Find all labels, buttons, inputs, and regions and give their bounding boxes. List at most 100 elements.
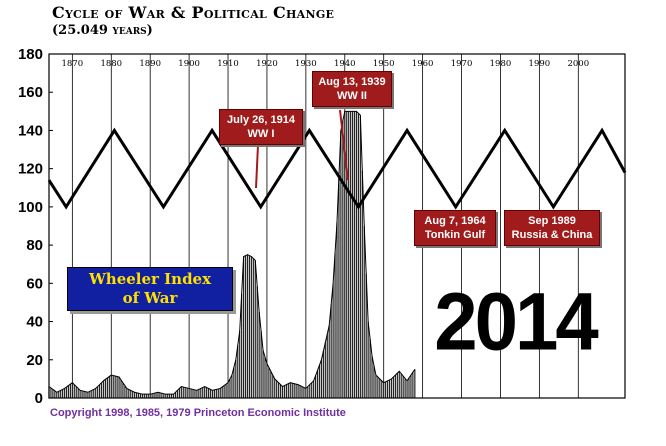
index-bar <box>149 394 151 398</box>
x-tick-label: 1890 <box>139 59 161 69</box>
index-bar <box>124 385 126 398</box>
index-bar <box>311 382 313 398</box>
index-bar <box>102 380 105 398</box>
index-bar <box>318 365 321 398</box>
x-tick-label: 1900 <box>178 59 200 69</box>
index-bar <box>100 382 103 398</box>
index-bar <box>56 392 58 398</box>
y-tick-label: 120 <box>18 161 43 178</box>
event-war: WW II <box>337 90 367 102</box>
index-bar <box>126 388 128 398</box>
index-bar <box>200 388 202 398</box>
index-bar <box>388 379 391 398</box>
index-bar <box>336 222 338 398</box>
index-bar <box>353 111 356 398</box>
event-label-ww2: Aug 13, 1939 WW II <box>312 71 392 107</box>
index-bar <box>237 345 239 398</box>
index-bar <box>180 386 182 398</box>
index-bar <box>334 252 336 398</box>
index-bar <box>141 394 144 398</box>
index-bar <box>143 394 145 398</box>
index-bar <box>211 390 214 398</box>
index-bar <box>182 387 184 398</box>
index-bar <box>95 388 97 398</box>
index-bar <box>165 394 167 398</box>
index-bar <box>375 375 377 398</box>
index-bar <box>128 389 130 398</box>
index-bar <box>174 392 177 398</box>
index-bar <box>365 273 367 398</box>
index-bar <box>326 333 328 398</box>
index-bar <box>357 113 360 398</box>
y-tick-label: 100 <box>18 199 43 216</box>
index-bar <box>71 382 73 398</box>
index-bar <box>348 111 350 398</box>
index-bar <box>396 373 398 398</box>
legend-line-2: of War <box>122 289 178 307</box>
index-bar <box>58 391 60 398</box>
index-bar <box>98 384 101 398</box>
index-bar <box>324 342 326 398</box>
index-bar <box>264 356 266 398</box>
event-date: July 26, 1914 <box>227 114 295 126</box>
index-bar <box>153 393 155 398</box>
wheeler-index-legend: Wheeler Index of War <box>67 267 233 311</box>
index-bar <box>248 255 251 398</box>
index-bar <box>246 254 249 398</box>
index-bar <box>194 389 196 398</box>
event-date: Aug 13, 1939 <box>318 76 386 88</box>
index-bar <box>112 375 114 398</box>
index-bar <box>81 390 83 398</box>
index-bar <box>406 380 408 398</box>
index-bar <box>169 394 171 398</box>
index-bar <box>91 390 93 398</box>
y-tick-label: 140 <box>18 122 43 139</box>
event-war: WW I <box>247 128 275 140</box>
index-bar <box>328 325 330 398</box>
x-tick-label: 1990 <box>529 59 551 69</box>
index-bar <box>252 258 254 398</box>
index-bar <box>67 385 70 398</box>
index-bar <box>305 388 307 398</box>
index-bar <box>344 111 346 398</box>
index-bar <box>297 384 299 398</box>
index-bar <box>192 389 194 398</box>
index-bar <box>170 394 173 398</box>
index-bar <box>65 387 68 398</box>
index-bar <box>289 382 291 398</box>
index-bar <box>147 394 149 398</box>
index-bar <box>377 376 379 398</box>
index-bar <box>198 389 200 398</box>
index-bar <box>207 388 210 398</box>
index-bar <box>139 393 142 398</box>
event-label-russia-china: Sep 1989 Russia & China <box>504 210 600 246</box>
legend-line-1: Wheeler Index <box>88 270 212 288</box>
index-bar <box>320 359 323 398</box>
index-bar <box>69 384 72 398</box>
index-bar <box>62 389 64 398</box>
index-bar <box>390 378 393 398</box>
index-bar <box>215 389 217 398</box>
index-bar <box>272 375 274 398</box>
index-bar <box>322 351 324 398</box>
index-bar <box>186 387 188 398</box>
index-bar <box>54 390 56 398</box>
index-bar <box>172 394 175 398</box>
x-tick-label: 1920 <box>256 59 278 69</box>
index-bar <box>278 382 280 398</box>
index-bar <box>108 376 110 398</box>
index-bar <box>97 386 99 398</box>
annotation-arrows <box>255 109 349 189</box>
plot-frame <box>48 53 626 399</box>
index-bar <box>206 387 208 398</box>
index-bar <box>340 130 342 398</box>
index-bar <box>332 283 334 398</box>
index-bar <box>260 331 262 398</box>
y-tick-label: 80 <box>26 237 43 254</box>
event-label-ww1: July 26, 1914 WW I <box>219 109 303 145</box>
y-tick-label: 160 <box>18 84 43 101</box>
index-bar <box>134 392 136 398</box>
index-bar <box>167 394 169 398</box>
index-bar <box>408 377 410 398</box>
ww1-pointer <box>255 144 259 189</box>
